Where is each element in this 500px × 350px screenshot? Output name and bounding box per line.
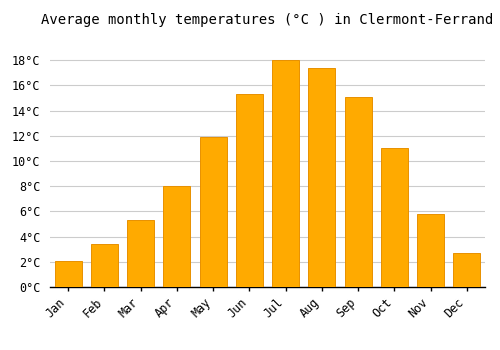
Bar [381, 148, 408, 287]
Bar [200, 137, 226, 287]
Bar [54, 260, 82, 287]
Bar [272, 60, 299, 287]
Bar [164, 186, 190, 287]
Bar [91, 244, 118, 287]
Title: Average monthly temperatures (°C ) in Clermont-Ferrand: Average monthly temperatures (°C ) in Cl… [42, 13, 494, 27]
Bar [417, 214, 444, 287]
Bar [127, 220, 154, 287]
Bar [236, 94, 263, 287]
Bar [344, 97, 372, 287]
Bar [454, 253, 480, 287]
Bar [308, 68, 336, 287]
